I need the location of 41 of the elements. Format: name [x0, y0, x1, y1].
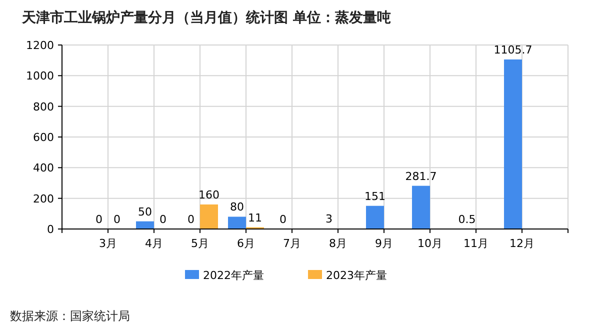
- x-tick-label: 3月: [99, 237, 117, 250]
- x-tick-label: 8月: [329, 237, 347, 250]
- x-tick-label: 12月: [510, 237, 534, 250]
- y-tick-label: 1200: [26, 39, 54, 52]
- y-tick-label: 400: [33, 162, 54, 175]
- x-tick-label: 7月: [283, 237, 301, 250]
- data-label: 0: [96, 213, 102, 226]
- bar: [200, 204, 218, 229]
- source-note: 数据来源：国家统计局: [10, 309, 130, 323]
- data-label: 0: [188, 213, 194, 226]
- x-tick-label: 9月: [375, 237, 393, 250]
- data-label: 11: [248, 211, 262, 224]
- legend-label: 2022年产量: [203, 269, 264, 282]
- x-tick-label: 4月: [145, 237, 163, 250]
- x-tick-label: 11月: [464, 237, 488, 250]
- bar: [228, 216, 246, 229]
- y-tick-label: 800: [33, 100, 54, 114]
- bar: [504, 59, 522, 229]
- data-label: 151: [364, 190, 386, 203]
- chart-title: 天津市工业锅炉产量分月（当月值）统计图 单位：蒸发量吨: [21, 9, 391, 26]
- bar: [136, 221, 154, 229]
- data-label: 80: [230, 200, 244, 214]
- x-tick-label: 6月: [237, 237, 255, 250]
- data-label: 0.5: [458, 212, 476, 226]
- y-tick-label: 1000: [26, 70, 54, 83]
- y-tick-label: 600: [33, 131, 54, 144]
- data-label: 281.7: [405, 170, 437, 183]
- y-tick-label: 200: [33, 192, 54, 206]
- legend-label: 2023年产量: [326, 269, 387, 282]
- data-label: 0: [114, 213, 120, 226]
- data-label: 160: [198, 188, 220, 202]
- x-tick-label: 10月: [418, 237, 442, 250]
- data-label: 0: [280, 213, 286, 226]
- data-label: 50: [138, 205, 152, 218]
- data-label: 0: [160, 213, 166, 226]
- data-label: 1105.7: [494, 43, 532, 56]
- data-label: 3: [326, 212, 332, 226]
- bar: [412, 186, 430, 229]
- bar: [366, 206, 384, 229]
- y-tick-label: 0: [47, 223, 54, 236]
- x-tick-label: 5月: [191, 237, 209, 250]
